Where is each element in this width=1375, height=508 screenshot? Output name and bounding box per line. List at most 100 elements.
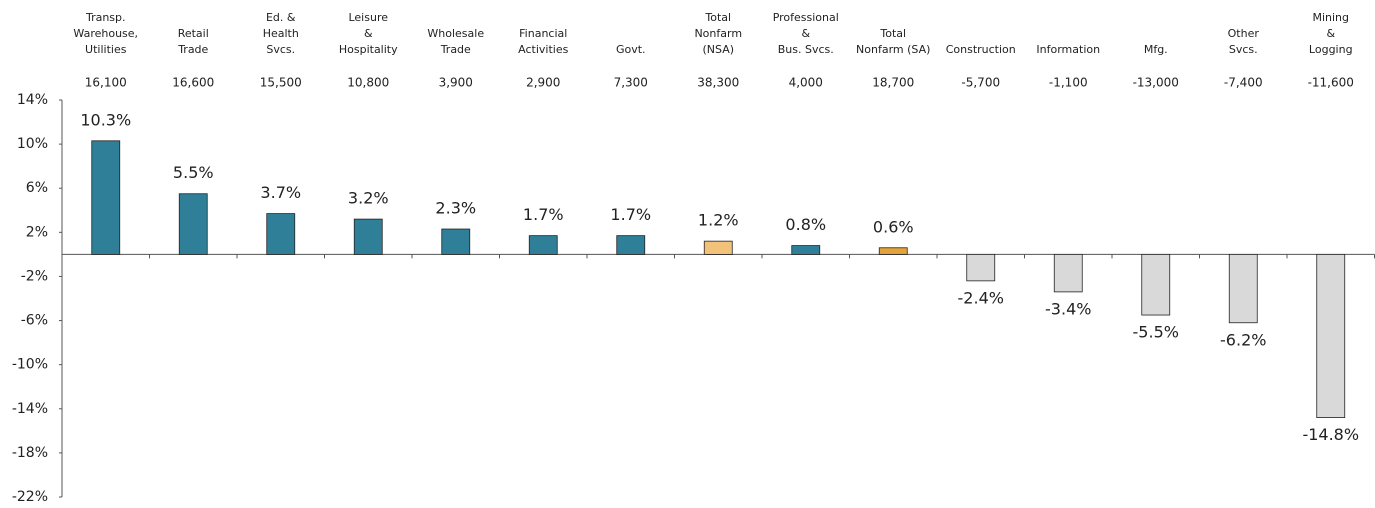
value-label: 1.2% [698,211,739,230]
category-line: Warehouse, [73,27,138,40]
x-category-label: Leisure & Hospitality [339,11,398,56]
category-line: Trade [440,43,471,56]
category-line: Activities [518,43,568,56]
bar [91,140,121,255]
category-line: Hospitality [339,43,398,56]
x-category-label: Wholesale Trade [427,27,484,56]
bar [791,245,821,255]
value-label: 0.6% [873,217,914,236]
bar [1228,253,1258,324]
bar [966,253,996,282]
category-line: Govt. [616,43,646,56]
y-tick-label: -18% [12,445,48,461]
bar [1316,253,1346,418]
change-label: -5,700 [961,76,1000,90]
category-line: Bus. Svcs. [778,43,834,56]
category-line: Wholesale [427,27,484,40]
y-tick-label: -14% [12,401,48,417]
bar [266,213,296,255]
y-tick-label: -10% [12,357,48,373]
category-line: & [364,27,373,40]
bar [616,235,646,255]
category-line: Nonfarm [694,27,742,40]
category-line: Mfg. [1144,43,1168,56]
value-label: 3.7% [260,183,301,202]
change-label: -1,100 [1049,76,1088,90]
bar [878,247,908,255]
x-category-label: Professional & Bus. Svcs. [773,11,839,56]
x-category-label: Ed. & Health Svcs. [263,11,299,56]
category-line: Transp. [85,11,126,24]
change-label: -11,600 [1308,76,1354,90]
x-category-label: Financial Activities [518,27,568,56]
value-label: 2.3% [435,199,476,218]
category-line: Leisure [348,11,388,24]
category-line: Utilities [85,43,127,56]
value-label: -5.5% [1133,323,1179,342]
category-line: Svcs. [266,43,295,56]
y-tick-label: 2% [26,224,48,240]
x-category-label: Information [1036,43,1100,56]
change-label: 16,100 [85,76,127,90]
bar [528,235,558,255]
category-line: Trade [177,43,208,56]
category-line: Construction [946,43,1016,56]
change-label: 7,300 [614,76,648,90]
value-label: -2.4% [958,288,1004,307]
change-label: 4,000 [789,76,823,90]
value-label: -6.2% [1220,330,1266,349]
change-label: 10,800 [347,76,389,90]
value-label: 1.7% [523,205,564,224]
change-label: 2,900 [526,76,560,90]
value-label: -3.4% [1045,299,1091,318]
category-line: Total [879,27,906,40]
x-category-label: Mfg. [1144,43,1168,56]
category-line: Other [1228,27,1260,40]
bar [1053,253,1083,293]
x-category-label: Total Nonfarm (NSA) [694,11,742,56]
category-line: & [1326,27,1335,40]
category-line: Logging [1309,43,1353,56]
x-category-label: Retail Trade [177,27,209,56]
x-category-label: Construction [946,43,1016,56]
bar [178,193,208,255]
change-label: 3,900 [439,76,473,90]
category-line: Nonfarm (SA) [856,43,930,56]
change-label: 38,300 [697,76,739,90]
x-category-label: Govt. [616,43,646,56]
bar [703,240,733,255]
change-label: 18,700 [872,76,914,90]
y-tick-label: 10% [17,136,48,152]
bar [441,228,471,255]
value-label: 0.8% [785,215,826,234]
category-line: Health [263,27,299,40]
category-line: Information [1036,43,1100,56]
category-line: Professional [773,11,839,24]
category-line: Retail [178,27,209,40]
category-line: Ed. & [266,11,296,24]
category-line: Svcs. [1229,43,1258,56]
value-label: 5.5% [173,163,214,182]
x-category-label: Transp. Warehouse, Utilities [73,11,138,56]
bar [1141,253,1171,316]
category-line: Total [704,11,731,24]
y-tick-label: -6% [21,313,48,329]
y-tick-label: 14% [17,92,48,108]
category-line: (NSA) [702,43,734,56]
x-category-label: Total Nonfarm (SA) [856,27,930,56]
change-label: -13,000 [1133,76,1179,90]
category-line: Mining [1312,11,1349,24]
y-tick-label: -22% [12,489,48,505]
change-label: 15,500 [260,76,302,90]
x-category-label: Other Svcs. [1228,27,1260,56]
x-category-label: Mining & Logging [1309,11,1353,56]
value-label: 10.3% [80,110,131,129]
change-label: -7,400 [1224,76,1263,90]
value-label: -14.8% [1302,425,1359,444]
category-line: Financial [519,27,567,40]
bar [353,218,383,255]
y-tick-label: 6% [26,180,48,196]
value-label: 3.2% [348,189,389,208]
category-line: & [801,27,810,40]
